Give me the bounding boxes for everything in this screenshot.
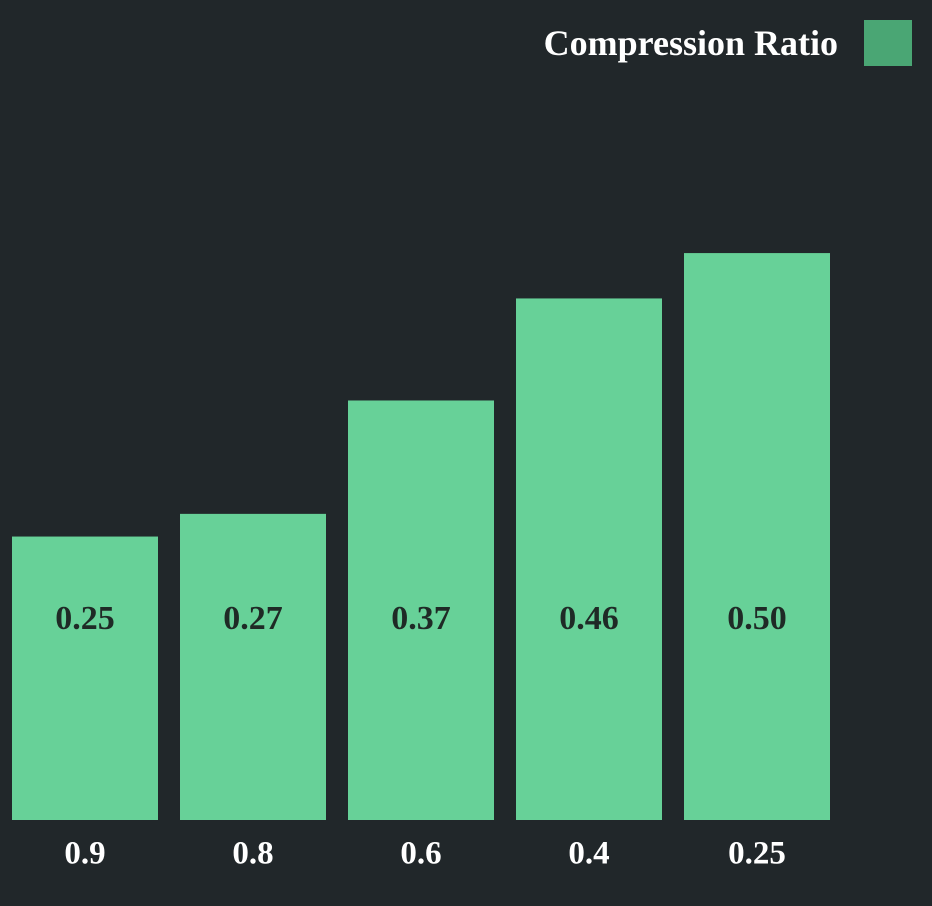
bar-0.9	[12, 536, 158, 820]
bar-value-label: 0.25	[55, 600, 115, 637]
x-tick-label: 0.25	[728, 836, 786, 872]
legend-swatch	[864, 20, 912, 66]
bar-value-labels: 0.25 0.27 0.37 0.46 0.50	[55, 600, 787, 637]
bar-0.8	[180, 513, 326, 820]
bar-value-label: 0.50	[727, 600, 787, 637]
bars-group	[12, 253, 830, 820]
legend: Compression Ratio	[544, 20, 912, 66]
bar-value-label: 0.46	[559, 600, 619, 637]
bar-0.25	[684, 253, 830, 820]
bar-0.6	[348, 400, 494, 820]
x-axis-ticks: 0.9 0.8 0.6 0.4 0.25	[64, 836, 786, 872]
x-tick-label: 0.6	[400, 836, 441, 872]
bar-value-label: 0.37	[391, 600, 451, 637]
x-tick-label: 0.4	[568, 836, 609, 872]
bar-value-label: 0.27	[223, 600, 283, 637]
x-tick-label: 0.9	[64, 836, 105, 872]
bar-0.4	[516, 298, 662, 820]
x-tick-label: 0.8	[232, 836, 273, 872]
legend-label: Compression Ratio	[543, 23, 838, 63]
